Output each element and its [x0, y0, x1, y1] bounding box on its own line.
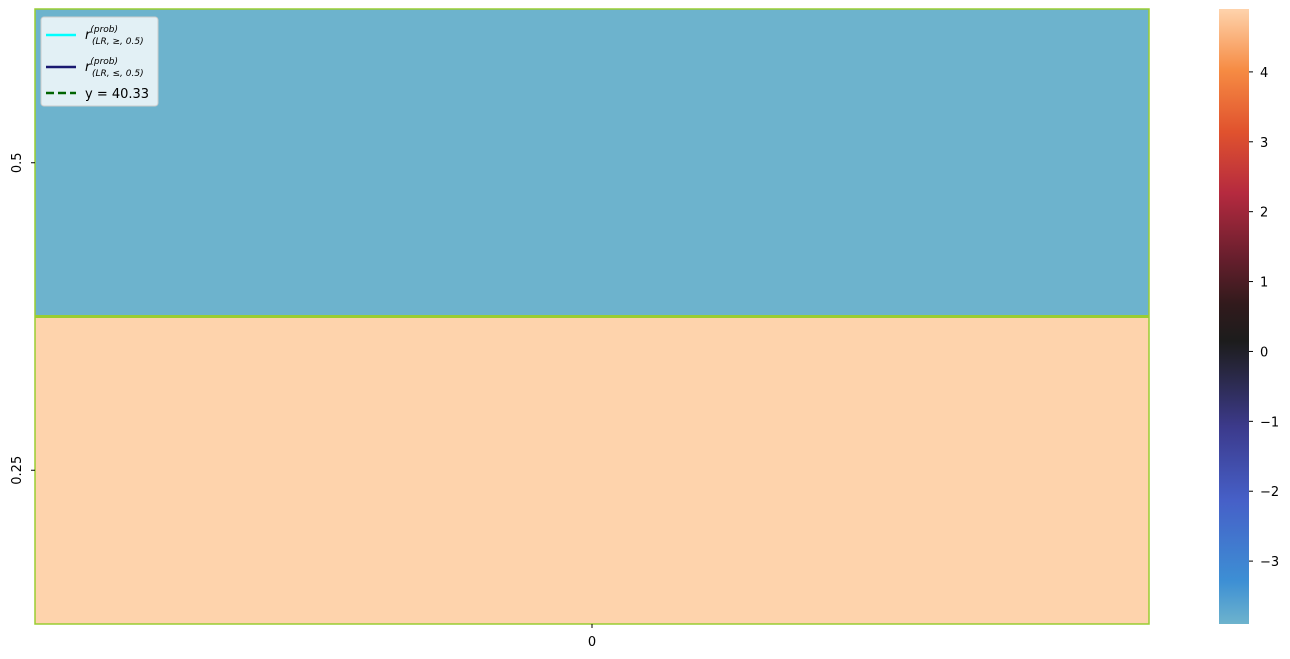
legend-label-1: r(prob) (LR, ≥, 0.5): [85, 25, 144, 47]
colorbar-tick-label: −1: [1260, 415, 1279, 430]
legend: r(prob) (LR, ≥, 0.5) r(prob) (LR, ≤, 0.5) …: [40, 16, 159, 107]
legend-label-3: y = 40.33: [85, 87, 149, 102]
colorbar-tick-label: 0: [1260, 345, 1268, 360]
colorbar-tick-label: 1: [1260, 276, 1268, 291]
x-axis-ticks: 0: [588, 624, 596, 650]
heatmap-cell-0_25-0: [35, 316, 1149, 624]
y-axis-ticks: 0.5 0.25: [10, 152, 35, 485]
heatmap-cell-0_5-0: [35, 9, 1149, 317]
colorbar-tick-label: 2: [1260, 206, 1268, 221]
colorbar-ticks: −3 −2 −1 0 1 2 3 4: [1249, 66, 1279, 570]
legend-frame: [40, 16, 159, 107]
colorbar-tick-label: 3: [1260, 136, 1268, 151]
colorbar: −3 −2 −1 0 1 2 3 4: [1219, 9, 1279, 624]
legend-label-2: r(prob) (LR, ≤, 0.5): [85, 57, 144, 79]
heatmap-cells: [35, 9, 1149, 624]
colorbar-tick-label: −2: [1260, 485, 1279, 500]
colorbar-gradient: [1219, 9, 1249, 624]
y-tick-label: 0.5: [10, 152, 25, 173]
y-tick-label: 0.25: [10, 456, 25, 485]
colorbar-tick-label: 4: [1260, 66, 1268, 81]
colorbar-tick-label: −3: [1260, 555, 1279, 570]
x-tick-label: 0: [588, 635, 596, 650]
